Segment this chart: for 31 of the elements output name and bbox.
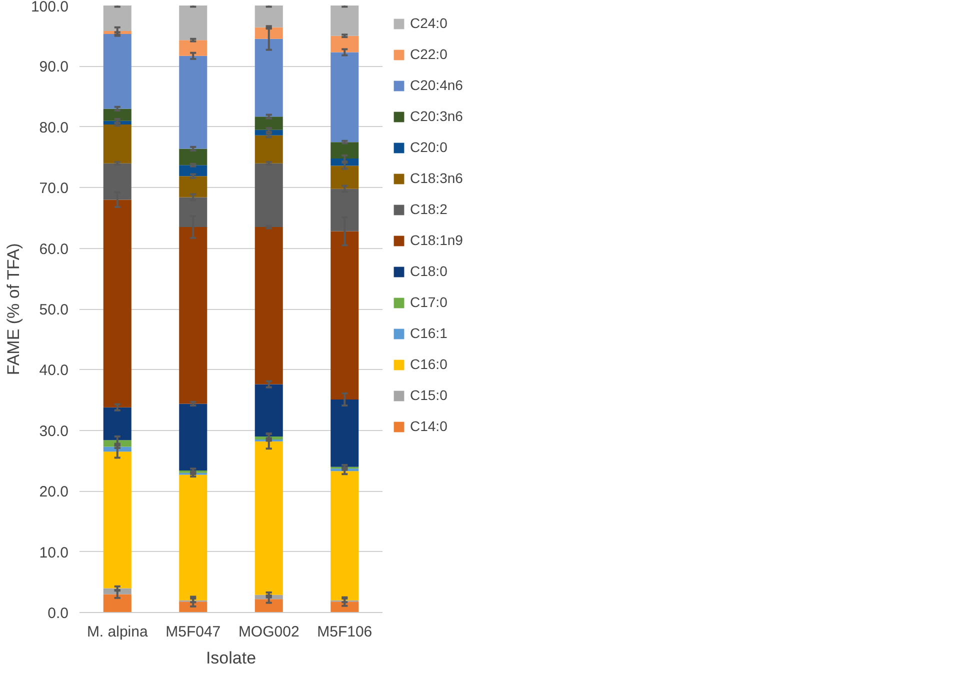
legend-label: C22:0 (410, 46, 448, 62)
x-tick-label: MOG002 (238, 624, 300, 640)
y-tick-label: 90.0 (39, 58, 69, 76)
y-tick-label: 100.0 (30, 0, 69, 16)
legend-label: C14:0 (410, 418, 448, 434)
y-tick-label: 60.0 (39, 240, 69, 258)
legend-label: C18:2 (410, 201, 448, 217)
x-tick-label: M5F106 (317, 624, 372, 640)
x-tick-label: M5F047 (166, 624, 221, 640)
legend-label: C20:4n6 (410, 77, 463, 93)
legend-label: C18:1n9 (410, 232, 463, 248)
y-tick-label: 10.0 (39, 544, 69, 562)
y-tick-label: 70.0 (39, 180, 69, 198)
legend-label: C15:0 (410, 387, 448, 403)
legend-label: C18:3n6 (410, 170, 463, 186)
y-tick-label: 40.0 (39, 362, 69, 380)
y-tick-label: 20.0 (39, 484, 69, 501)
legend-label: C24:0 (410, 15, 448, 31)
x-axis-title: Isolate (206, 648, 256, 668)
y-tick-label: 80.0 (39, 119, 69, 136)
legend-label: C20:0 (410, 139, 448, 155)
y-axis-title: FAME (% of TFA) (4, 243, 23, 376)
x-tick-label: M. alpina (86, 624, 148, 640)
legend-label: C20:3n6 (410, 108, 463, 124)
legend-label: C16:0 (410, 356, 448, 372)
legend-label: C16:1 (410, 325, 448, 341)
y-tick-label: 50.0 (39, 302, 69, 318)
legend-label: C18:0 (410, 263, 448, 279)
legend-label: C17:0 (410, 294, 448, 310)
y-tick-label: 0.0 (48, 605, 69, 622)
y-tick-label: 30.0 (39, 422, 69, 440)
